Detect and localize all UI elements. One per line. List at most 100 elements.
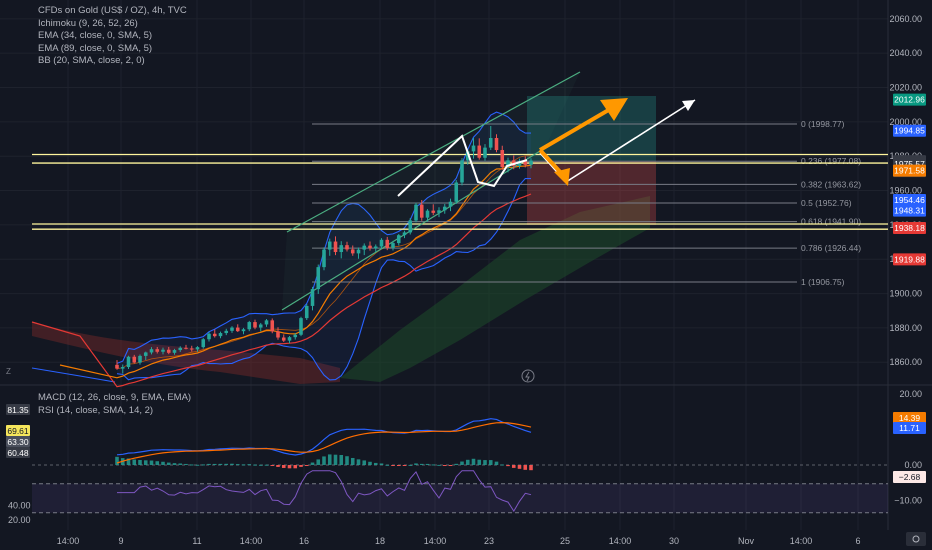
candle-31 xyxy=(293,333,298,340)
candle-20 xyxy=(230,326,234,333)
candle-66 xyxy=(494,134,499,153)
candle-38 xyxy=(333,236,338,256)
candle-body-2 xyxy=(126,356,131,368)
price-badge-6: 1948.31 xyxy=(893,204,926,217)
loss-zone xyxy=(527,161,656,225)
rsi-badge-upper-text: 81.35 xyxy=(7,405,29,415)
candle-body-7 xyxy=(155,349,160,352)
x-tick-2: 11 xyxy=(192,536,201,546)
candle-body-6 xyxy=(149,349,154,353)
macd-hist-25 xyxy=(258,464,263,466)
price-badge-0-text: 2012.96 xyxy=(894,95,925,105)
candle-body-17 xyxy=(212,333,217,337)
price-badge-1: 1994.85 xyxy=(893,124,926,137)
orange-arrow-down xyxy=(538,148,564,176)
candle-body-11 xyxy=(178,347,183,351)
macd-hist-63 xyxy=(477,459,482,465)
candle-41 xyxy=(350,245,355,256)
x-tick-8: 25 xyxy=(560,536,570,546)
rsi-badge-lower-text: 60.48 xyxy=(7,448,29,458)
price-badge-0-bg xyxy=(893,93,926,106)
rsi-badge-upper-bg xyxy=(6,404,30,415)
candle-54 xyxy=(425,209,430,222)
macd-badge-0-text: 14.39 xyxy=(899,413,921,423)
candle-56 xyxy=(437,207,441,218)
candle-body-16 xyxy=(207,333,211,340)
candle-25 xyxy=(258,322,263,332)
macd-badge-0: 14.39 xyxy=(893,412,926,424)
legend-rsi[interactable]: RSI (14, close, SMA, 14, 2) xyxy=(38,404,154,416)
fibonacci-retracement[interactable]: 0 (1998.77) 0.236 (1977.08) 0.382 (1963.62… xyxy=(312,119,861,287)
macd-hist-51 xyxy=(408,464,413,466)
macd-hist-30 xyxy=(287,465,292,469)
candle-22 xyxy=(241,327,246,335)
legend-ema-89[interactable]: EMA (89, close, 0, SMA, 5) xyxy=(38,42,153,54)
x-tick-13: 6 xyxy=(855,536,860,546)
macd-hist-40 xyxy=(345,456,349,465)
rsi-badge-value-text: 63.30 xyxy=(7,437,29,447)
x-tick-0: 14:00 xyxy=(57,536,80,546)
time-axis[interactable]: 14:00 9 11 14:00 16 18 14:00 23 25 14:00 30 Nov 14:0… xyxy=(57,536,861,546)
candle-body-41 xyxy=(350,249,355,254)
rsi-badge-value: 63.30 xyxy=(6,436,30,447)
macd-hist-48 xyxy=(391,465,395,466)
macd-hist-58 xyxy=(448,465,453,466)
macd-badge-2-bg xyxy=(893,471,926,483)
candle-body-66 xyxy=(494,138,499,151)
macd-badge-1: 11.71 xyxy=(893,422,926,434)
candle-body-0 xyxy=(115,364,119,369)
candle-60 xyxy=(460,158,464,186)
macd-hist-72 xyxy=(529,465,533,471)
candle-body-65 xyxy=(488,138,493,148)
rsi-line xyxy=(117,470,532,513)
candle-1 xyxy=(120,364,125,374)
candle-46 xyxy=(379,238,384,249)
fib-label-5: 0.786 (1926.44) xyxy=(801,243,861,253)
candle-23 xyxy=(247,320,252,332)
macd-badge-2-text: −2.68 xyxy=(899,472,921,482)
profit-zone xyxy=(527,96,656,162)
macd-hist-2 xyxy=(126,458,131,465)
zigzag-path xyxy=(397,134,528,197)
x-tick-11: Nov xyxy=(738,536,755,546)
macd-hist-52 xyxy=(414,463,418,465)
macd-hist-24 xyxy=(253,464,257,466)
legend-ichimoku[interactable]: Ichimoku (9, 26, 52, 26) xyxy=(38,17,138,29)
macd-badge-2: −2.68 xyxy=(893,471,926,483)
macd-hist-61 xyxy=(465,459,470,465)
y-tick-1880: 1880.00 xyxy=(889,323,922,333)
drawing-arrows[interactable] xyxy=(397,98,696,197)
resistance-lines[interactable] xyxy=(32,153,888,230)
macd-hist-45 xyxy=(373,462,378,465)
macd-hist-69 xyxy=(511,465,516,468)
macd-hist-44 xyxy=(368,461,372,465)
macd-hist-31 xyxy=(293,465,298,469)
legend-ema-34[interactable]: EMA (34, close, 0, SMA, 5) xyxy=(38,30,153,41)
candle-body-5 xyxy=(143,352,148,356)
zoom-icon: Z xyxy=(6,367,11,376)
ema-lines xyxy=(31,164,532,388)
y-tick-2020: 2020.00 xyxy=(889,83,922,93)
macd-hist-21 xyxy=(235,464,240,466)
fib-label-4: 0.618 (1941.90) xyxy=(801,217,861,227)
candle-7 xyxy=(155,346,160,354)
macd-tick-0: 0.00 xyxy=(904,460,922,470)
y-tick-2000: 2000.00 xyxy=(889,117,922,127)
legend-title[interactable]: CFDs on Gold (US$ / OZ), 4h, TVC xyxy=(38,5,187,16)
macd-hist-66 xyxy=(494,461,499,465)
candles xyxy=(115,125,533,374)
candle-body-26 xyxy=(264,320,269,325)
candle-body-60 xyxy=(460,160,464,183)
candle-63 xyxy=(477,138,482,160)
candle-body-54 xyxy=(425,210,430,218)
macd-hist-32 xyxy=(299,465,303,467)
price-badge-7-text: 1938.18 xyxy=(894,223,925,233)
candle-body-12 xyxy=(184,347,188,349)
x-tick-4: 16 xyxy=(299,536,309,546)
legend-bollinger[interactable]: BB (20, SMA, close, 2, 0) xyxy=(38,55,145,66)
candle-body-55 xyxy=(431,210,436,213)
legend-macd[interactable]: MACD (12, 26, close, 9, EMA, EMA) xyxy=(38,392,192,403)
candle-body-47 xyxy=(385,239,390,248)
